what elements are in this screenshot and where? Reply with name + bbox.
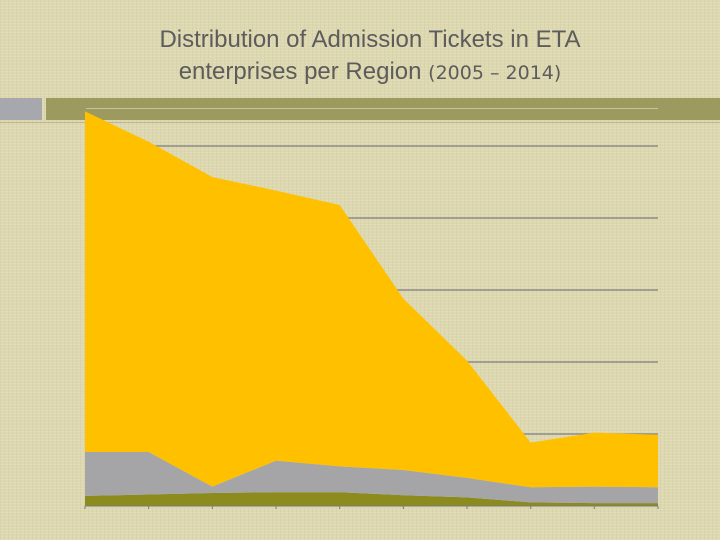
area-series-region-c [85, 492, 658, 506]
title-line-1: Distribution of Admission Tickets in ETA [159, 26, 581, 53]
title-bar-left-block [0, 98, 42, 120]
title-line-2: enterprises per Region (2005 – 2014) [0, 56, 720, 89]
area-series-region-b [85, 452, 658, 504]
stacked-areas [85, 111, 658, 506]
title-bar-line [86, 108, 658, 109]
slide-title: Distribution of Admission Tickets in ETA… [0, 24, 720, 89]
title-line-2-text: enterprises per Region [178, 58, 422, 85]
x-axis [84, 505, 659, 509]
title-years: (2005 – 2014) [428, 62, 562, 84]
content-frame-line [0, 122, 720, 123]
title-bar-right-block [46, 98, 720, 120]
area-series-region-a [85, 111, 658, 488]
